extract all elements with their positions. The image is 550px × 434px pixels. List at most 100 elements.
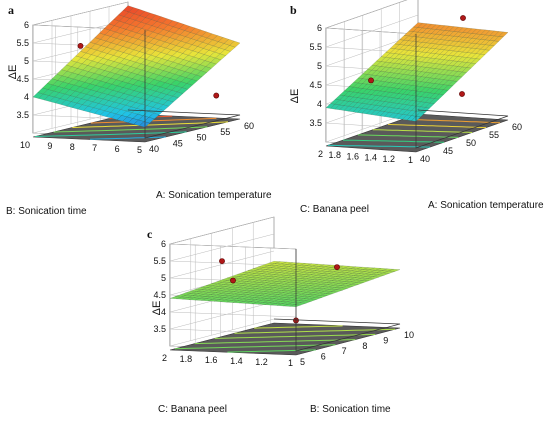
x-tick-label: 6 xyxy=(321,352,326,362)
contour-line xyxy=(227,349,316,353)
y-axis-label: C: Banana peel xyxy=(158,404,227,415)
y-tick-label: 1.6 xyxy=(346,151,359,161)
wall-gridline xyxy=(325,14,419,54)
x-tick-label: 55 xyxy=(220,127,230,137)
design-point xyxy=(230,277,236,284)
frame-edge xyxy=(273,249,401,352)
x-tick-label: 45 xyxy=(173,138,183,148)
design-point xyxy=(368,77,374,84)
z-tick-label: 4 xyxy=(161,307,166,317)
y-tick-label: 8 xyxy=(70,142,75,152)
z-tick-label: 5.5 xyxy=(309,42,322,52)
surface-cell xyxy=(388,269,401,272)
y-tick-label: 1 xyxy=(288,358,293,368)
y-tick-label: 9 xyxy=(47,141,52,151)
x-tick-label: 55 xyxy=(489,130,499,140)
surface-cell xyxy=(229,40,241,48)
y-tick-label: 1.4 xyxy=(364,153,377,163)
z-tick-label: 5.5 xyxy=(153,256,166,266)
contour-line xyxy=(234,328,396,334)
wall-gridline xyxy=(169,216,297,250)
y-axis-label: B: Sonication time xyxy=(6,206,87,217)
panel-c-chart: 3.5 4 4.5 5 5.5 6 5 6 7 8 9 10 1 1.2 1.4 1.6 1.8 2 c ΔE B: S… xyxy=(147,216,414,415)
panel-letter: a xyxy=(8,3,14,17)
panel-letter: c xyxy=(147,227,153,241)
z-tick-label: 6 xyxy=(161,239,166,249)
design-point xyxy=(213,92,220,99)
x-tick-label: 5 xyxy=(300,357,305,367)
z-axis-label: ΔE xyxy=(7,65,19,80)
contour-line xyxy=(254,325,343,329)
y-tick-label: 1.8 xyxy=(180,354,193,364)
contour-line xyxy=(372,129,473,133)
z-tick-label: 3.5 xyxy=(153,324,166,334)
contour-line xyxy=(214,333,376,339)
frame-edge xyxy=(415,34,509,149)
design-point xyxy=(219,258,225,264)
panel-a-chart: 3.5 4 4.5 5 5.5 6 40 45 50 55 60 5 6 7 8 9 10 a ΔE A: Sonic… xyxy=(6,1,272,217)
z-tick-label: 5 xyxy=(317,61,322,71)
z-tick-label: 6 xyxy=(24,20,29,30)
contour-line xyxy=(327,144,431,148)
x-tick-label: 40 xyxy=(420,154,430,164)
z-tick-label: 3.5 xyxy=(309,118,322,128)
contour-line xyxy=(342,139,445,143)
panel-b-chart: 3.5 4 4.5 5 5.5 6 40 45 50 55 60 1 1.2 1.4 1.6 1.8 2 b ΔE A… xyxy=(289,0,544,215)
surface-cell xyxy=(498,31,509,37)
z-tick-label: 4.5 xyxy=(309,80,322,90)
design-point xyxy=(77,43,84,49)
y-tick-label: 1.6 xyxy=(205,355,218,365)
x-tick-label: 7 xyxy=(342,346,347,356)
contour-line xyxy=(402,118,501,124)
contour-line xyxy=(72,121,229,128)
y-tick-label: 1.8 xyxy=(328,150,341,160)
y-tick-label: 10 xyxy=(20,140,30,150)
x-axis-label: A: Sonication temperature xyxy=(428,200,544,211)
contour-line xyxy=(174,344,336,350)
wall-gridline xyxy=(325,0,417,35)
x-tick-label: 40 xyxy=(149,144,159,154)
x-tick-label: 60 xyxy=(512,122,522,132)
y-tick-label: 6 xyxy=(115,144,120,154)
y-tick-label: 5 xyxy=(137,145,142,155)
contour-line xyxy=(387,123,487,129)
y-tick-label: 2 xyxy=(318,149,323,159)
z-tick-label: 5 xyxy=(161,273,166,283)
x-tick-label: 60 xyxy=(244,121,254,131)
y-tick-label: 7 xyxy=(92,143,97,153)
z-tick-label: 3.5 xyxy=(16,110,29,120)
contour-line xyxy=(35,131,187,137)
contour-line xyxy=(194,339,356,345)
z-tick-label: 6 xyxy=(317,23,322,33)
z-axis-label: ΔE xyxy=(289,89,301,104)
x-tick-label: 10 xyxy=(404,330,414,340)
x-tick-label: 9 xyxy=(383,335,388,345)
panel-letter: b xyxy=(290,3,297,17)
design-point xyxy=(459,91,465,97)
frame-edge xyxy=(127,30,241,139)
contour-line xyxy=(53,126,208,133)
x-tick-label: 50 xyxy=(197,133,207,143)
z-tick-label: 4 xyxy=(317,99,322,109)
wall-gridline xyxy=(169,233,297,267)
y-axis-label: C: Banana peel xyxy=(300,204,369,215)
contour-line xyxy=(90,136,166,140)
x-tick-label: 50 xyxy=(466,138,476,148)
y-tick-label: 1.2 xyxy=(382,154,395,164)
x-axis-label: B: Sonication time xyxy=(310,404,391,415)
design-point xyxy=(334,264,340,270)
z-tick-label: 4.5 xyxy=(153,290,166,300)
y-tick-label: 2 xyxy=(162,353,167,363)
y-tick-label: 1.4 xyxy=(230,356,243,366)
design-point xyxy=(460,15,466,21)
y-tick-label: 1 xyxy=(408,155,413,165)
contour-line xyxy=(357,134,459,138)
contour-line xyxy=(90,117,217,124)
x-tick-label: 45 xyxy=(443,146,453,156)
z-tick-label: 4.5 xyxy=(16,74,29,84)
x-axis-label: A: Sonication temperature xyxy=(156,190,272,201)
z-tick-label: 4 xyxy=(24,92,29,102)
y-tick-label: 1.2 xyxy=(255,357,268,367)
z-axis-label: ΔE xyxy=(151,301,163,316)
